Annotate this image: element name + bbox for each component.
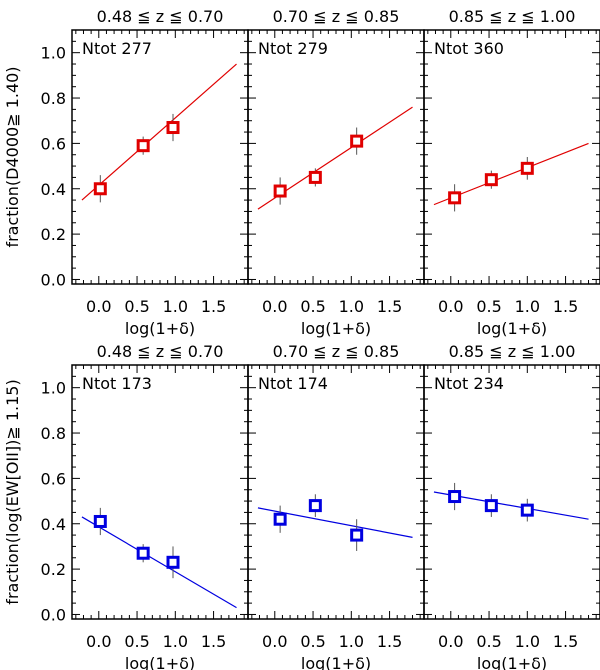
panel-1: 0.48 ≦ z ≦ 0.70 0.0 0.5 1.0 1.5 log(1+δ) 0.0 0.… (3, 7, 249, 338)
data-point (350, 134, 364, 148)
panel-title: 0.85 ≦ z ≦ 1.00 (449, 7, 576, 26)
data-point (520, 161, 534, 175)
x-tick-label: 0.5 (476, 632, 501, 651)
panel-title: 0.70 ≦ z ≦ 0.85 (273, 342, 400, 361)
x-tick-label: 0.0 (86, 297, 111, 316)
plot-frame (247, 364, 425, 620)
y-tick-label: 1.0 (41, 379, 66, 398)
data-point (166, 121, 180, 135)
x-tick-label: 0.5 (124, 632, 149, 651)
y-axis-label: fraction(D4000≧ 1.40) (3, 66, 22, 247)
ntot-annotation: Ntot 360 (434, 39, 504, 58)
x-tick-label: 1.0 (515, 632, 540, 651)
x-tick-label: 1.5 (377, 297, 402, 316)
data-point (273, 184, 287, 198)
data-point (484, 173, 498, 187)
panel-title: 0.70 ≦ z ≦ 0.85 (273, 7, 400, 26)
x-tick-label: 0.0 (262, 632, 287, 651)
fit-line (81, 63, 237, 201)
y-tick-label: 1.0 (41, 44, 66, 63)
x-tick-label: 0.0 (86, 632, 111, 651)
data-point (273, 512, 287, 526)
x-tick-label: 1.5 (553, 297, 578, 316)
x-tick-label: 0.5 (476, 297, 501, 316)
y-tick-label: 0.0 (41, 270, 66, 289)
ntot-annotation: Ntot 279 (258, 39, 328, 58)
x-tick-label: 1.0 (163, 632, 188, 651)
ntot-annotation: Ntot 234 (434, 374, 504, 393)
y-tick-label: 0.2 (41, 560, 66, 579)
data-point (136, 546, 150, 560)
ntot-annotation: Ntot 277 (82, 39, 152, 58)
data-point (166, 555, 180, 569)
data-point (448, 490, 462, 504)
panel-2: 0.70 ≦ z ≦ 0.85 0.0 0.5 1.0 1.5 log(1+δ) Ntot … (247, 7, 425, 338)
y-tick-label: 0.4 (41, 180, 66, 199)
y-tick-label: 0.2 (41, 225, 66, 244)
ntot-annotation: Ntot 174 (258, 374, 328, 393)
x-tick-label: 1.5 (553, 632, 578, 651)
data-point (308, 170, 322, 184)
x-tick-label: 0.0 (438, 632, 463, 651)
data-point (484, 499, 498, 513)
x-axis-label: log(1+δ) (477, 654, 547, 670)
x-tick-label: 0.5 (124, 297, 149, 316)
x-axis-label: log(1+δ) (301, 319, 371, 338)
plot-frame (71, 364, 249, 620)
x-tick-label: 1.5 (201, 632, 226, 651)
y-tick-label: 0.6 (41, 469, 66, 488)
x-axis-label: log(1+δ) (477, 319, 547, 338)
x-tick-label: 1.0 (163, 297, 188, 316)
fit-line (81, 516, 237, 609)
data-point (520, 503, 534, 517)
x-tick-label: 0.5 (300, 632, 325, 651)
panel-6: 0.85 ≦ z ≦ 1.00 0.0 0.5 1.0 1.5 log(1+δ) Ntot … (423, 342, 600, 670)
plot-frame (71, 29, 249, 285)
x-tick-label: 1.0 (515, 297, 540, 316)
data-point (448, 191, 462, 205)
y-tick-label: 0.0 (41, 605, 66, 624)
y-tick-label: 0.8 (41, 89, 66, 108)
panel-4: 0.48 ≦ z ≦ 0.70 0.0 0.5 1.0 1.5 log(1+δ) 0.0 0.… (3, 342, 249, 670)
data-point (350, 528, 364, 542)
panel-5: 0.70 ≦ z ≦ 0.85 0.0 0.5 1.0 1.5 log(1+δ) Ntot … (247, 342, 425, 670)
plot-frame (423, 29, 600, 285)
x-tick-label: 1.5 (201, 297, 226, 316)
panel-title: 0.48 ≦ z ≦ 0.70 (97, 7, 224, 26)
x-tick-label: 1.5 (377, 632, 402, 651)
x-tick-label: 0.0 (262, 297, 287, 316)
panel-title: 0.48 ≦ z ≦ 0.70 (97, 342, 224, 361)
x-tick-label: 1.0 (339, 297, 364, 316)
panel-3: 0.85 ≦ z ≦ 1.00 0.0 0.5 1.0 1.5 log(1+δ) Ntot … (423, 7, 600, 338)
x-axis-label: log(1+δ) (301, 654, 371, 670)
x-tick-label: 0.0 (438, 297, 463, 316)
x-tick-label: 0.5 (300, 297, 325, 316)
x-axis-label: log(1+δ) (125, 654, 195, 670)
data-point (136, 139, 150, 153)
panel-title: 0.85 ≦ z ≦ 1.00 (449, 342, 576, 361)
data-point (93, 182, 107, 196)
y-axis-label: fraction(log(EW[OII])≧ 1.15) (3, 379, 22, 604)
y-tick-label: 0.8 (41, 424, 66, 443)
y-tick-label: 0.6 (41, 134, 66, 153)
y-tick-label: 0.4 (41, 515, 66, 534)
data-point (308, 499, 322, 513)
ntot-annotation: Ntot 173 (82, 374, 152, 393)
x-axis-label: log(1+δ) (125, 319, 195, 338)
x-tick-label: 1.0 (339, 632, 364, 651)
data-point (93, 514, 107, 528)
